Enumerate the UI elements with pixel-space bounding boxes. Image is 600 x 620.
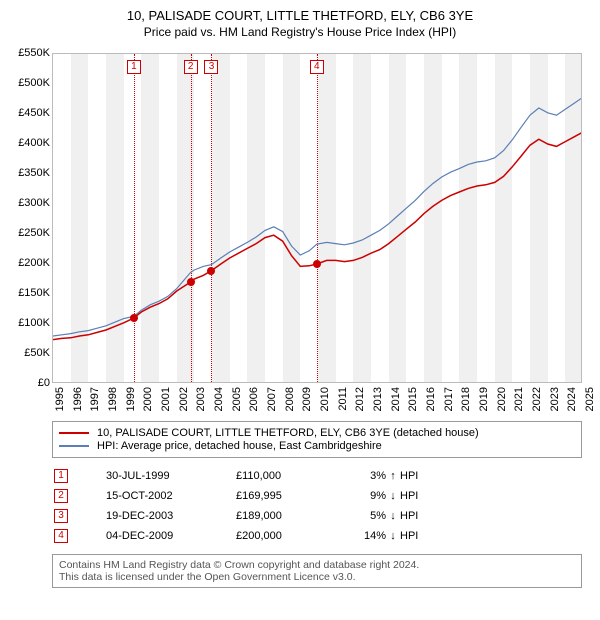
sales-row-arrow-icon: ↓ [386,530,400,542]
line-series [53,54,582,383]
sales-row-price: £169,995 [236,490,346,502]
x-axis-label: 2022 [531,387,543,417]
x-axis-label: 2002 [178,387,190,417]
sale-marker-box: 4 [310,60,324,74]
y-axis-label: £0 [8,377,50,389]
sale-marker-box: 2 [184,60,198,74]
sales-row-date: 15-OCT-2002 [106,490,236,502]
y-axis-label: £250K [8,227,50,239]
sales-row-marker: 3 [54,509,68,523]
x-axis-label: 2017 [443,387,455,417]
x-axis-label: 2010 [319,387,331,417]
legend-label-hpi: HPI: Average price, detached house, East… [97,440,382,452]
sales-row-pct: 3% [346,470,386,482]
sales-row-pct: 5% [346,510,386,522]
y-axis-label: £150K [8,287,50,299]
sales-row-pct: 14% [346,530,386,542]
x-axis-label: 2019 [478,387,490,417]
sales-row-marker: 2 [54,489,68,503]
sale-marker-dot [130,314,138,322]
legend-item-property: 10, PALISADE COURT, LITTLE THETFORD, ELY… [59,427,575,439]
x-axis-label: 2020 [496,387,508,417]
y-axis-label: £200K [8,257,50,269]
x-axis-label: 2007 [266,387,278,417]
legend-swatch-hpi [59,445,89,447]
sale-marker-dot [187,278,195,286]
y-axis-label: £400K [8,137,50,149]
y-axis-label: £100K [8,317,50,329]
sales-row-arrow-icon: ↑ [386,470,400,482]
sales-row-pct: 9% [346,490,386,502]
sales-table: 130-JUL-1999£110,0003%↑HPI215-OCT-2002£1… [52,466,582,546]
x-axis-label: 2016 [425,387,437,417]
x-axis-label: 2012 [354,387,366,417]
x-axis-label: 1995 [54,387,66,417]
sales-row-hpi-label: HPI [400,470,440,482]
x-axis-label: 2013 [372,387,384,417]
y-axis-label: £50K [8,347,50,359]
x-axis-label: 2015 [407,387,419,417]
x-axis-label: 2024 [566,387,578,417]
x-axis-label: 2004 [213,387,225,417]
sales-row-date: 19-DEC-2003 [106,510,236,522]
sales-row-price: £189,000 [236,510,346,522]
series-property [53,132,582,340]
x-axis-label: 1996 [72,387,84,417]
y-axis-label: £300K [8,197,50,209]
sales-row: 1 30-JUL-1999£110,0003%↑HPI [52,466,582,486]
sales-row-date: 30-JUL-1999 [106,470,236,482]
series-hpi [53,97,582,336]
footer-attribution: Contains HM Land Registry data © Crown c… [52,554,582,588]
x-axis-label: 2003 [195,387,207,417]
x-axis-label: 2023 [549,387,561,417]
x-axis-label: 2021 [513,387,525,417]
x-axis-label: 1999 [125,387,137,417]
sale-marker-dot [207,267,215,275]
chart-title-address: 10, PALISADE COURT, LITTLE THETFORD, ELY… [8,8,592,23]
sales-row-arrow-icon: ↓ [386,510,400,522]
sale-marker-box: 3 [204,60,218,74]
sales-row: 3 19-DEC-2003£189,0005%↓HPI [52,506,582,526]
sales-row-date: 04-DEC-2009 [106,530,236,542]
sales-row: 2 15-OCT-2002£169,9959%↓HPI [52,486,582,506]
sales-row-hpi-label: HPI [400,490,440,502]
sales-row-price: £110,000 [236,470,346,482]
sales-row-arrow-icon: ↓ [386,490,400,502]
x-axis-label: 2006 [248,387,260,417]
x-axis-label: 2009 [301,387,313,417]
sales-row-hpi-label: HPI [400,530,440,542]
sales-row-marker: 1 [54,469,68,483]
sales-row-marker: 4 [54,529,68,543]
x-axis-label: 2018 [460,387,472,417]
sales-row-price: £200,000 [236,530,346,542]
x-axis-label: 2001 [160,387,172,417]
x-axis-label: 2011 [337,387,349,417]
y-axis-label: £450K [8,107,50,119]
plot-area: 1 23 4 [52,53,582,383]
x-axis-label: 2008 [284,387,296,417]
x-axis-label: 1998 [107,387,119,417]
y-axis-label: £350K [8,167,50,179]
sales-row-hpi-label: HPI [400,510,440,522]
legend: 10, PALISADE COURT, LITTLE THETFORD, ELY… [52,421,582,458]
x-axis-label: 2014 [390,387,402,417]
sale-marker-box: 1 [127,60,141,74]
footer-line2: This data is licensed under the Open Gov… [59,571,575,583]
x-axis-label: 2005 [231,387,243,417]
chart-area: £0 £50K £100K £150K £200K £250K £300K £350K £400… [8,45,592,415]
x-axis-label: 2000 [142,387,154,417]
legend-swatch-property [59,432,89,434]
footer-line1: Contains HM Land Registry data © Crown c… [59,559,575,571]
sale-marker-dot [313,260,321,268]
legend-item-hpi: HPI: Average price, detached house, East… [59,440,575,452]
y-axis-label: £550K [8,47,50,59]
chart-title-subtitle: Price paid vs. HM Land Registry's House … [8,25,592,39]
y-axis-label: £500K [8,77,50,89]
x-axis-label: 2025 [584,387,596,417]
x-axis-label: 1997 [89,387,101,417]
sales-row: 4 04-DEC-2009£200,00014%↓HPI [52,526,582,546]
legend-label-property: 10, PALISADE COURT, LITTLE THETFORD, ELY… [97,427,479,439]
